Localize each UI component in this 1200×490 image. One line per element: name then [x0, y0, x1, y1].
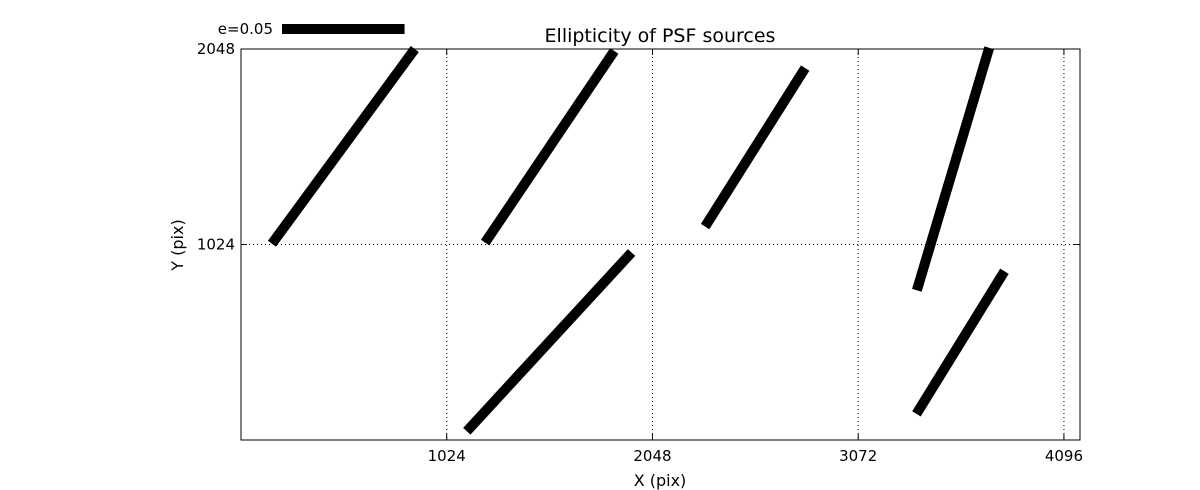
y-tick-label: 2048	[197, 40, 235, 58]
x-axis-label: X (pix)	[634, 471, 687, 490]
x-tick-label: 4096	[1045, 447, 1083, 465]
x-tick-label: 1024	[428, 447, 466, 465]
x-tick-label: 3072	[839, 447, 877, 465]
ellipticity-whisker	[463, 249, 636, 435]
ellipticity-whisker	[700, 65, 810, 230]
ellipticity-whisker	[267, 46, 419, 247]
legend-key: e=0.05	[218, 20, 405, 38]
chart-title: Ellipticity of PSF sources	[545, 25, 776, 47]
axis-ticks: 1024 2048 3072 4096 1024 2048	[197, 40, 1083, 465]
ellipticity-whisker	[912, 268, 1009, 417]
y-tick-label: 1024	[197, 236, 235, 254]
ellipticity-whisker	[480, 48, 619, 246]
whisker-series	[267, 46, 1009, 435]
legend-key-label: e=0.05	[218, 20, 273, 38]
y-axis-label: Y (pix)	[168, 219, 187, 271]
x-tick-label: 2048	[633, 447, 671, 465]
ellipticity-whisker	[912, 46, 994, 292]
